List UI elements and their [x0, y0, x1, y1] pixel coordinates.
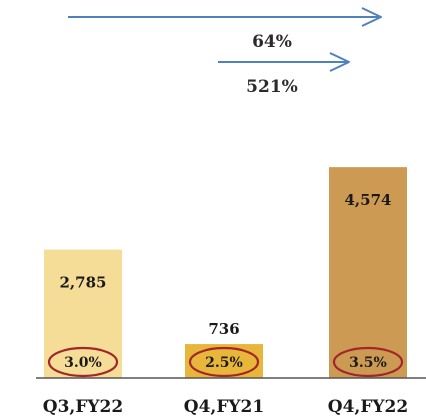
growth-arrow-head — [361, 7, 382, 27]
percent-ellipse — [47, 346, 119, 378]
bar-2 — [185, 344, 263, 378]
bar-value-label: 4,574 — [345, 191, 392, 209]
bar-value-label: 2,785 — [60, 274, 107, 292]
growth-arrows: 64% 521% — [68, 7, 382, 97]
bar-percent-label: 3.0% — [64, 355, 102, 371]
percent-ellipse — [188, 346, 260, 378]
bar-3 — [329, 167, 407, 378]
x-tick-label: Q4,FY22 — [328, 397, 408, 417]
bar-1 — [44, 249, 122, 378]
bar-value-label: 736 — [208, 320, 239, 338]
bar-percent-label: 2.5% — [205, 355, 243, 371]
bar-percent-label: 3.5% — [349, 355, 387, 371]
labels: 2,785 3.0% Q3,FY22 736 2.5% Q4,FY21 4,574 3.5% Q… — [43, 191, 408, 417]
x-tick-label: Q4,FY21 — [184, 397, 264, 417]
percent-ellipse — [332, 346, 404, 378]
growth-label: 64% — [252, 32, 292, 52]
growth-arrow-head — [329, 52, 350, 72]
bars — [44, 167, 407, 378]
growth-label: 521% — [246, 77, 298, 97]
x-tick-label: Q3,FY22 — [43, 397, 123, 417]
